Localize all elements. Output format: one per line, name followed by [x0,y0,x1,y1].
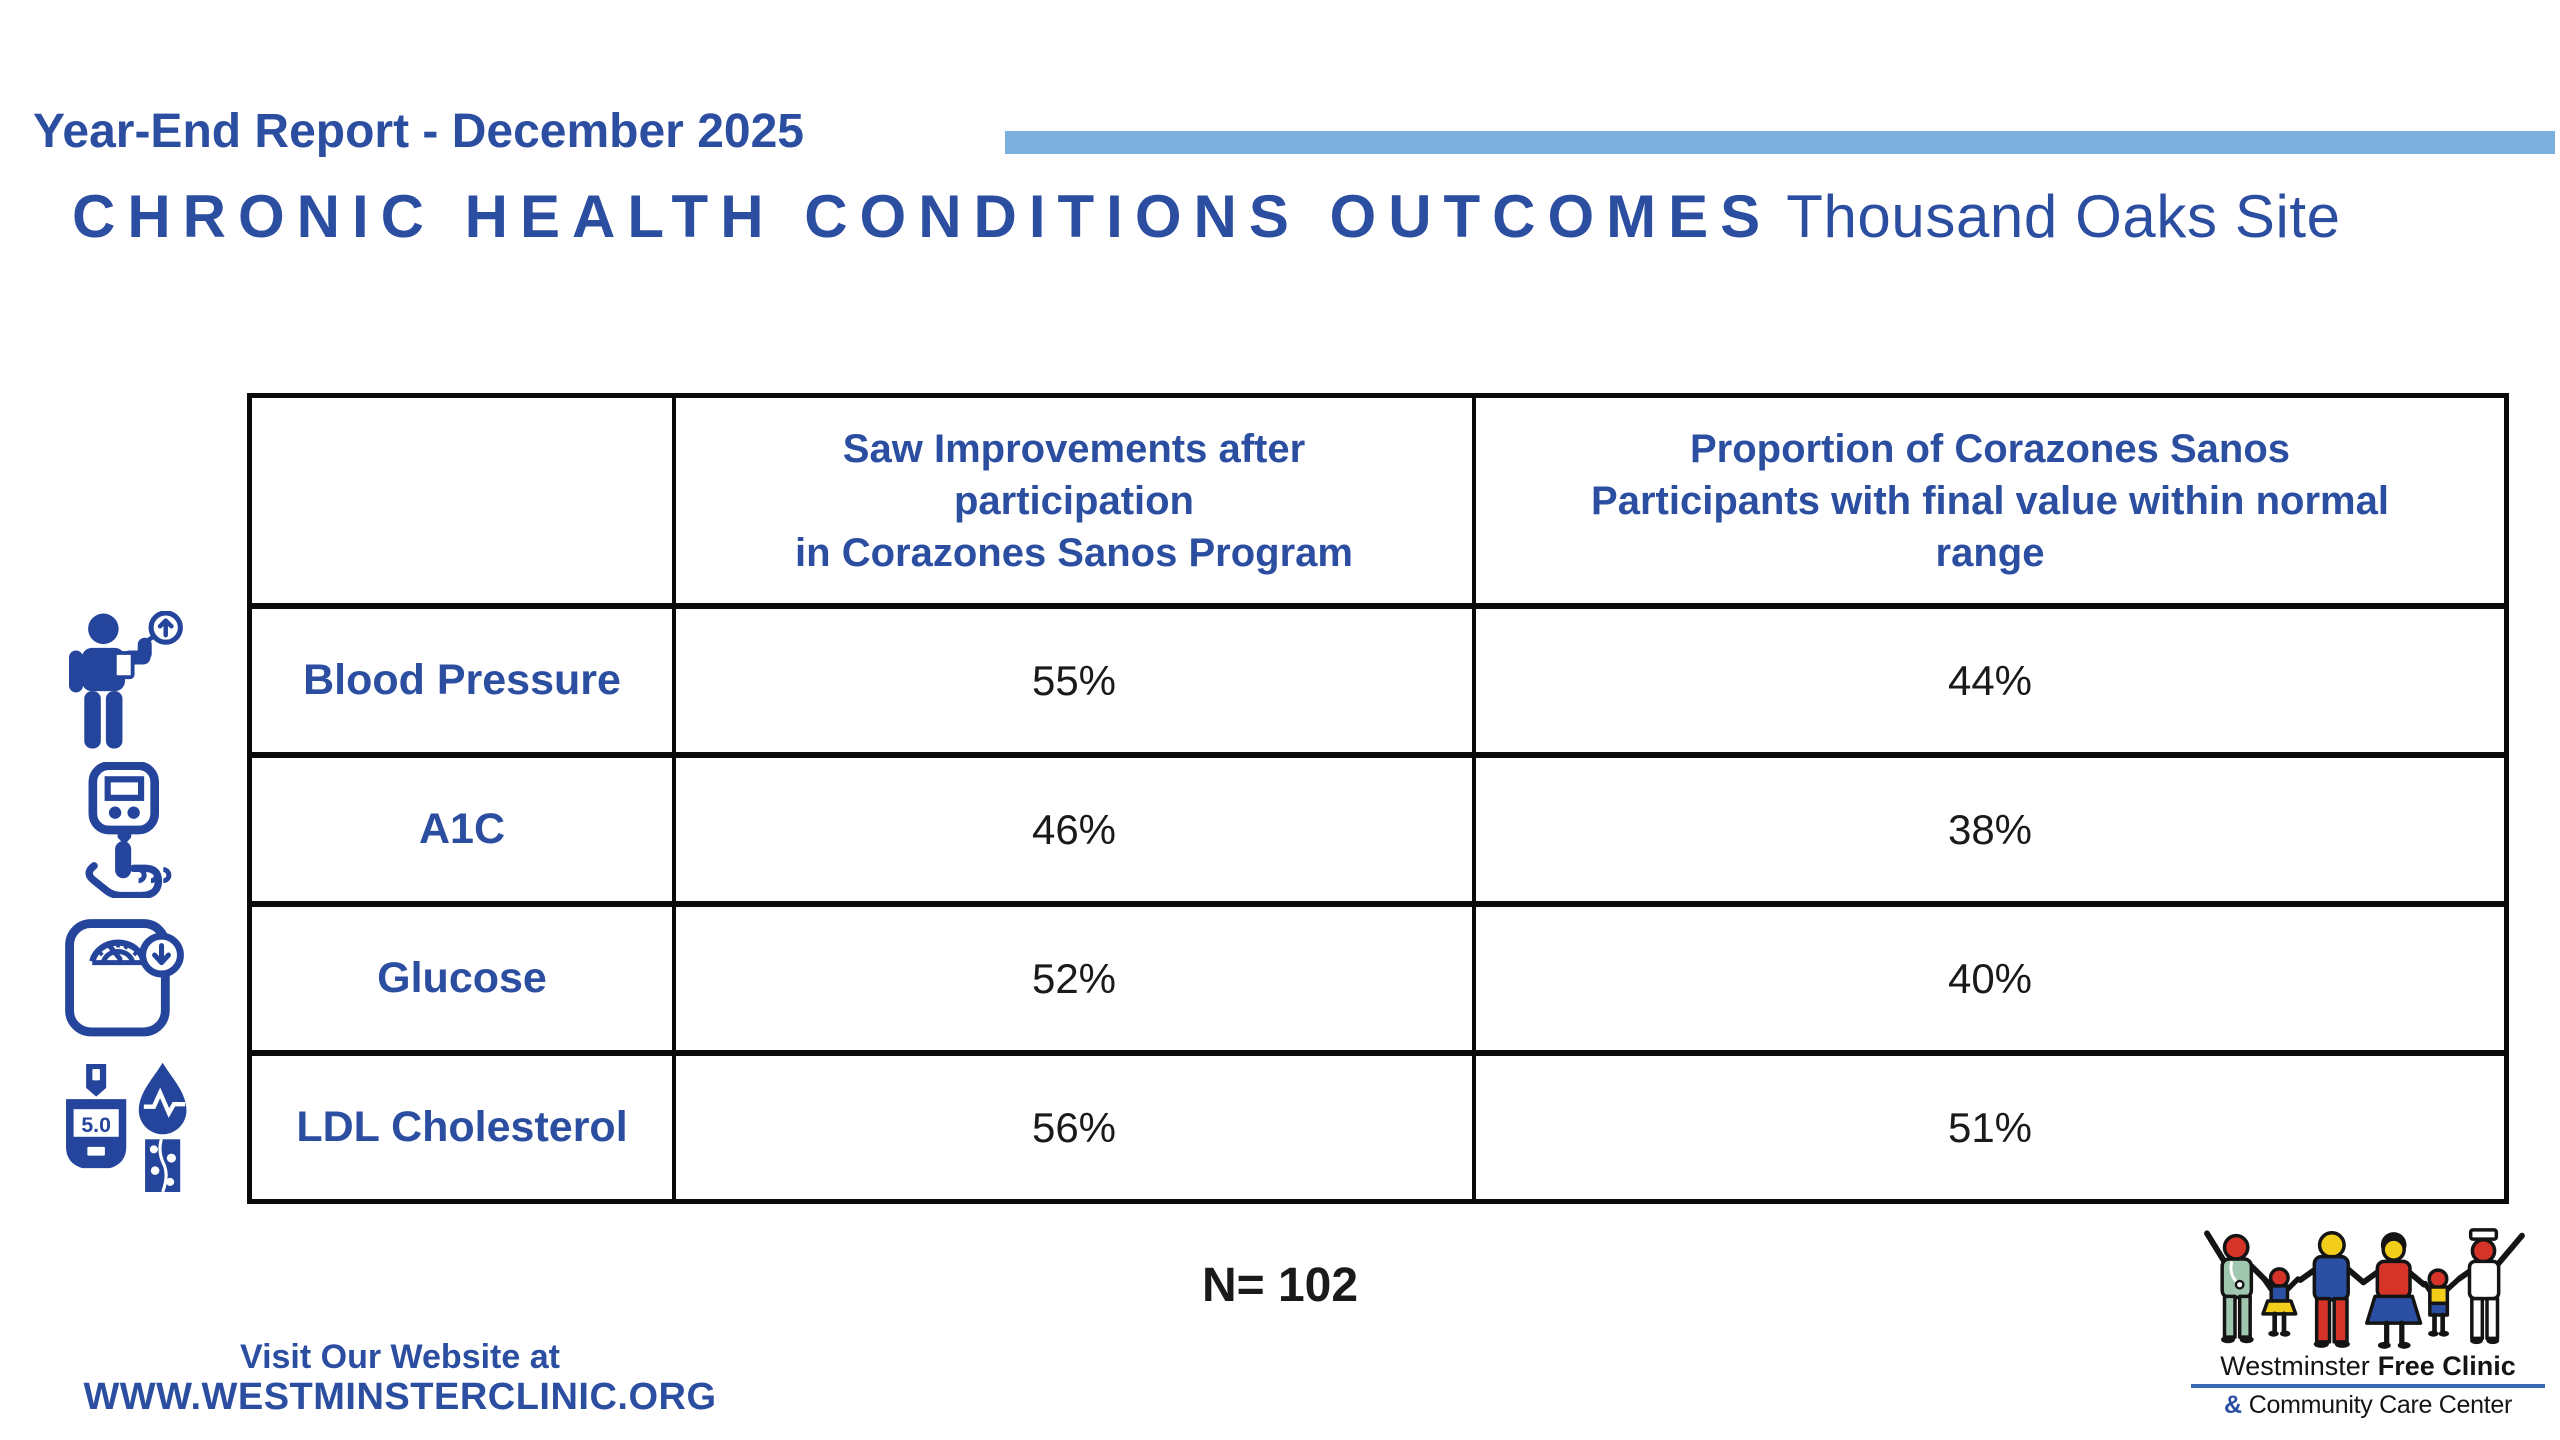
weight-scale-down-icon [50,907,200,1050]
value-glucose-normal: 40% [1476,907,2504,1050]
value-a1c-normal: 38% [1476,758,2504,901]
meter-reading-text: 5.0 [81,1112,111,1136]
page-title-row: CHRONIC HEALTH CONDITIONS OUTCOMES Thousa… [72,182,2341,251]
value-blood-pressure-improvements: 55% [676,609,1472,752]
row-label-ldl-cholesterol: LDL Cholesterol [252,1056,672,1199]
row-label-glucose: Glucose [252,907,672,1050]
clinic-subname-ampersand: & [2224,1391,2242,1419]
value-ldl-normal: 51% [1476,1056,2504,1199]
clinic-name: Westminster Free Clinic [2185,1351,2551,1382]
clinic-subname-text: Community Care Center [2248,1391,2513,1419]
logo-divider [2191,1384,2545,1388]
website-cta-line1: Visit Our Website at [240,1338,560,1376]
website-url: WWW.WESTMINSTERCLINIC.ORG [83,1376,717,1419]
value-glucose-improvements: 52% [676,907,1472,1050]
row-label-blood-pressure: Blood Pressure [252,609,672,752]
clinic-logo: Westminster Free Clinic & Community Care C… [2185,1224,2551,1420]
row-label-a1c: A1C [252,758,672,901]
clinic-subname: & Community Care Center [2185,1391,2551,1420]
clinic-name-bold: Free Clinic [2377,1351,2516,1381]
blood-pressure-person-icon [50,609,200,752]
cholesterol-meter-vessel-icon: 5.0 [50,1056,200,1199]
glucose-meter-finger-icon [50,758,200,901]
accent-bar [1005,131,2555,154]
site-subtitle: Thousand Oaks Site [1786,183,2341,250]
table-corner-cell [252,398,672,603]
column-header-improvements: Saw Improvements after participation in … [676,398,1472,603]
value-a1c-improvements: 46% [676,758,1472,901]
value-blood-pressure-normal: 44% [1476,609,2504,752]
column-header-normal-range: Proportion of Corazones Sanos Participan… [1476,398,2504,603]
page-title: CHRONIC HEALTH CONDITIONS OUTCOMES [72,183,1773,250]
outcomes-table: Saw Improvements after participation in … [247,393,2509,1204]
report-period-title: Year-End Report - December 2025 [33,105,804,158]
value-ldl-improvements: 56% [676,1056,1472,1199]
sample-size-label: N= 102 [1201,1259,1359,1312]
website-cta: Visit Our Website at WWW.WESTMINSTERCLIN… [30,1338,770,1419]
clinic-logo-figures [2204,1228,2525,1349]
clinic-name-regular: Westminster [2220,1351,2370,1381]
